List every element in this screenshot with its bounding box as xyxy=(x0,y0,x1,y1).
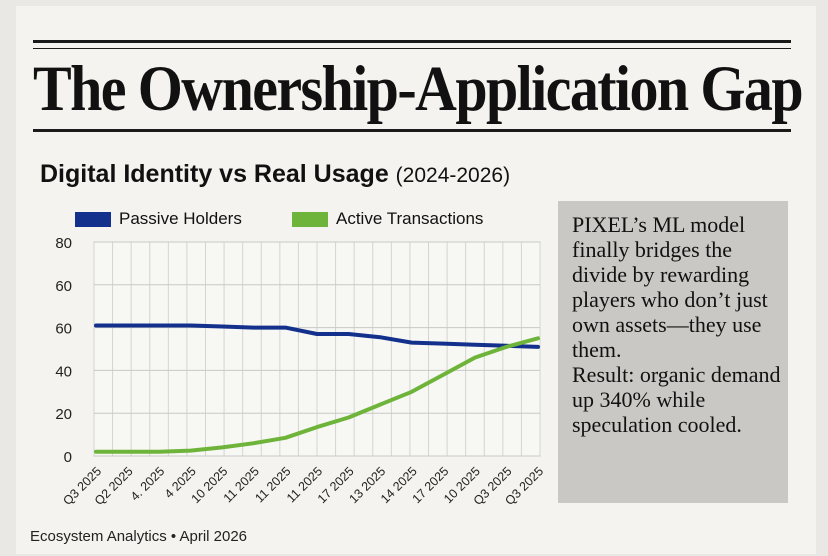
sidebar-text: PIXEL’s ML model finally bridges the div… xyxy=(572,212,786,437)
legend-label-active: Active Transactions xyxy=(336,209,484,228)
y-tick-label: 40 xyxy=(55,363,72,380)
x-tick-label: 4. 2025 xyxy=(128,464,167,503)
legend-active: Active Transactions xyxy=(292,209,483,229)
y-tick-label: 60 xyxy=(55,321,72,338)
sidebar-paragraph-1: PIXEL’s ML model finally bridges the div… xyxy=(572,212,768,362)
sidebar-box xyxy=(558,201,788,503)
y-tick-label: 80 xyxy=(55,235,72,252)
headline-rule xyxy=(33,129,791,132)
legend-label-passive: Passive Holders xyxy=(119,209,242,228)
legend-passive: Passive Holders xyxy=(75,209,242,229)
chart-subtitle: (2024-2026) xyxy=(395,164,511,187)
footer-credit: Ecosystem Analytics • April 2026 xyxy=(30,528,248,545)
headline: The Ownership-Application Gap xyxy=(33,51,804,125)
series-line-passive xyxy=(94,323,540,349)
sidebar-paragraph-2: Result: organic demand up 340% while spe… xyxy=(572,362,781,437)
y-tick-label: 0 xyxy=(64,449,72,466)
y-tick-label: 20 xyxy=(55,406,72,423)
y-tick-label: 60 xyxy=(55,278,72,295)
chart-title: Digital Identity vs Real Usage (2024-202… xyxy=(40,160,510,189)
top-rule-thin xyxy=(33,48,791,49)
legend-swatch-active xyxy=(292,211,328,227)
legend-swatch-passive xyxy=(75,211,111,227)
chart-title-main: Digital Identity vs Real Usage xyxy=(40,160,389,188)
top-rule xyxy=(33,40,791,43)
series-line-active xyxy=(94,336,540,454)
